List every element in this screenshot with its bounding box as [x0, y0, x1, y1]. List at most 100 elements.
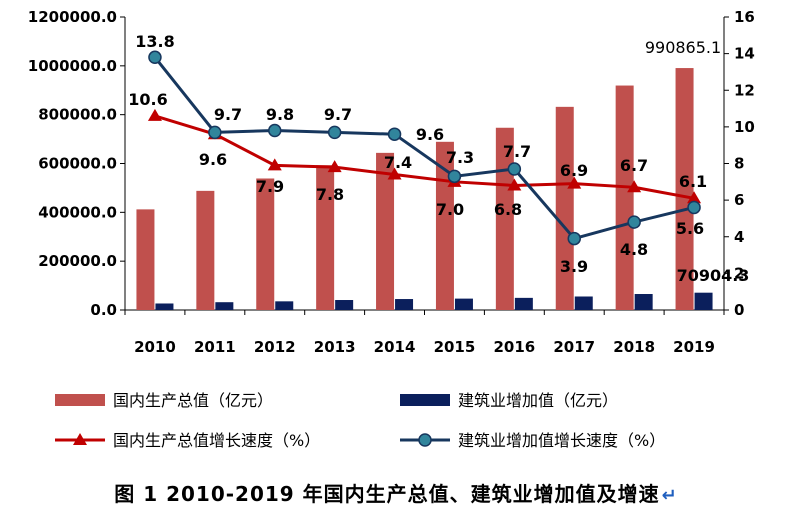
data-label: 13.8 [135, 32, 174, 51]
left-tick-label: 1000000.0 [28, 57, 117, 75]
data-label: 6.7 [620, 156, 648, 175]
construction-bar [694, 292, 713, 310]
gdp-growth-line [154, 114, 695, 200]
legend-label: 国内生产总值（亿元） [113, 391, 273, 410]
construction-bar [395, 299, 414, 310]
legend-label: 建筑业增加值（亿元） [458, 391, 618, 410]
bars [136, 68, 713, 310]
gdp-bar [256, 178, 275, 310]
left-tick-label: 1200000.0 [28, 8, 117, 26]
gdp-bar [376, 152, 395, 310]
construction-growth-line [153, 56, 695, 241]
legend-swatch [55, 394, 105, 406]
left-tick-label: 0.0 [90, 301, 117, 319]
left-tick-label: 800000.0 [38, 106, 117, 124]
x-tick-label: 2011 [194, 338, 236, 356]
data-labels: 13.810.69.7 9.8 9.79.67.9 7.87.49.67.37.07.… [128, 32, 749, 285]
data-label: 7.9 [256, 177, 284, 196]
construction-growth-marker [208, 125, 222, 140]
gdp-bar [675, 68, 694, 310]
x-tick-label: 2018 [613, 338, 655, 356]
construction-growth-marker [447, 169, 462, 184]
right-tick-label: 14 [734, 45, 755, 63]
legend: 国内生产总值（亿元） 建筑业增加值（亿元） 国内生产总值增长速度（%） 建筑业增加值增… [55, 391, 665, 450]
gdp-growth-marker [327, 160, 342, 173]
gdp-bar [136, 209, 155, 310]
data-label: 6.1 [679, 172, 707, 191]
legend-marker [418, 433, 432, 447]
data-label: 70904.3 [677, 266, 750, 285]
construction-bar [215, 302, 234, 310]
construction-growth-marker [148, 50, 162, 65]
construction-growth-marker [387, 127, 402, 141]
left-tick-label: 600000.0 [38, 155, 117, 173]
construction-growth-marker [567, 231, 581, 246]
construction-growth-marker [687, 200, 701, 215]
data-label: 6.9 [560, 161, 588, 180]
right-tick-label: 6 [734, 191, 744, 209]
legend-marker [73, 433, 87, 445]
data-label: 9.7 [324, 105, 352, 124]
gdp-growth-marker [267, 158, 282, 171]
gdp-growth-marker [147, 108, 162, 121]
data-label: 7.3 [446, 148, 474, 167]
data-label: 10.6 [128, 90, 167, 109]
construction-growth-marker [507, 162, 522, 176]
x-tick-label: 2012 [254, 338, 296, 356]
right-tick-label: 12 [734, 81, 755, 99]
right-tick-label: 2 [734, 264, 744, 282]
construction-growth-marker [268, 123, 282, 138]
x-tick-label: 2017 [553, 338, 595, 356]
figure-caption: 图 1 2010-2019 年国内生产总值、建筑业增加值及增速 ↵ [0, 478, 792, 507]
combo-chart: 0.0 200000.0 400000.0 600000.0 800000.0 10000… [28, 8, 755, 450]
data-label: 7.8 [316, 185, 344, 204]
gdp-bar [615, 85, 634, 310]
construction-bar [454, 298, 473, 310]
data-label: 4.8 [620, 240, 648, 259]
gdp-growth-marker [387, 167, 402, 180]
left-tick-label: 400000.0 [38, 203, 117, 221]
construction-bar [155, 303, 174, 310]
x-tick-label: 2015 [434, 338, 476, 356]
legend-label: 建筑业增加值增长速度（%） [458, 431, 665, 450]
right-tick-label: 16 [734, 8, 755, 26]
data-label: 7.0 [436, 200, 464, 219]
caption-text: 图 1 2010-2019 年国内生产总值、建筑业增加值及增速 [114, 482, 660, 506]
gdp-growth-marker [567, 176, 582, 189]
construction-bar [574, 296, 593, 310]
gdp-bar [555, 106, 574, 310]
axes: 0.0 200000.0 400000.0 600000.0 800000.0 10000… [28, 8, 755, 356]
gdp-bar [316, 165, 335, 310]
x-tick-label: 2019 [673, 338, 715, 356]
data-label: 9.6 [199, 150, 227, 169]
legend-label: 国内生产总值增长速度（%） [113, 431, 320, 450]
gdp-bar [196, 190, 215, 310]
data-label: 6.8 [494, 200, 522, 219]
data-label: 3.9 [560, 257, 588, 276]
gdp-growth-marker [627, 180, 642, 193]
right-tick-label: 10 [734, 118, 755, 136]
data-label: 7.4 [384, 153, 412, 172]
right-tick-label: 8 [734, 155, 744, 173]
x-tick-label: 2014 [374, 338, 416, 356]
return-icon: ↵ [661, 485, 678, 506]
construction-bar [335, 300, 354, 310]
data-label: 9.6 [416, 125, 444, 144]
construction-growth-marker [327, 125, 342, 140]
right-tick-label: 4 [734, 228, 744, 246]
left-tick-label: 200000.0 [38, 252, 117, 270]
data-label: 5.6 [676, 219, 704, 238]
legend-swatch [400, 394, 450, 406]
construction-bar [514, 297, 533, 310]
construction-bar [275, 301, 294, 310]
gdp-growth-marker [687, 191, 702, 204]
data-label: 9.8 [266, 105, 294, 124]
gdp-growth-marker [507, 178, 522, 191]
right-tick-label: 0 [734, 301, 744, 319]
x-tick-label: 2013 [314, 338, 356, 356]
x-tick-label: 2010 [134, 338, 176, 356]
x-tick-label: 2016 [493, 338, 535, 356]
lines [147, 50, 702, 246]
construction-bar [634, 294, 653, 310]
data-label: 9.7 [214, 105, 242, 124]
